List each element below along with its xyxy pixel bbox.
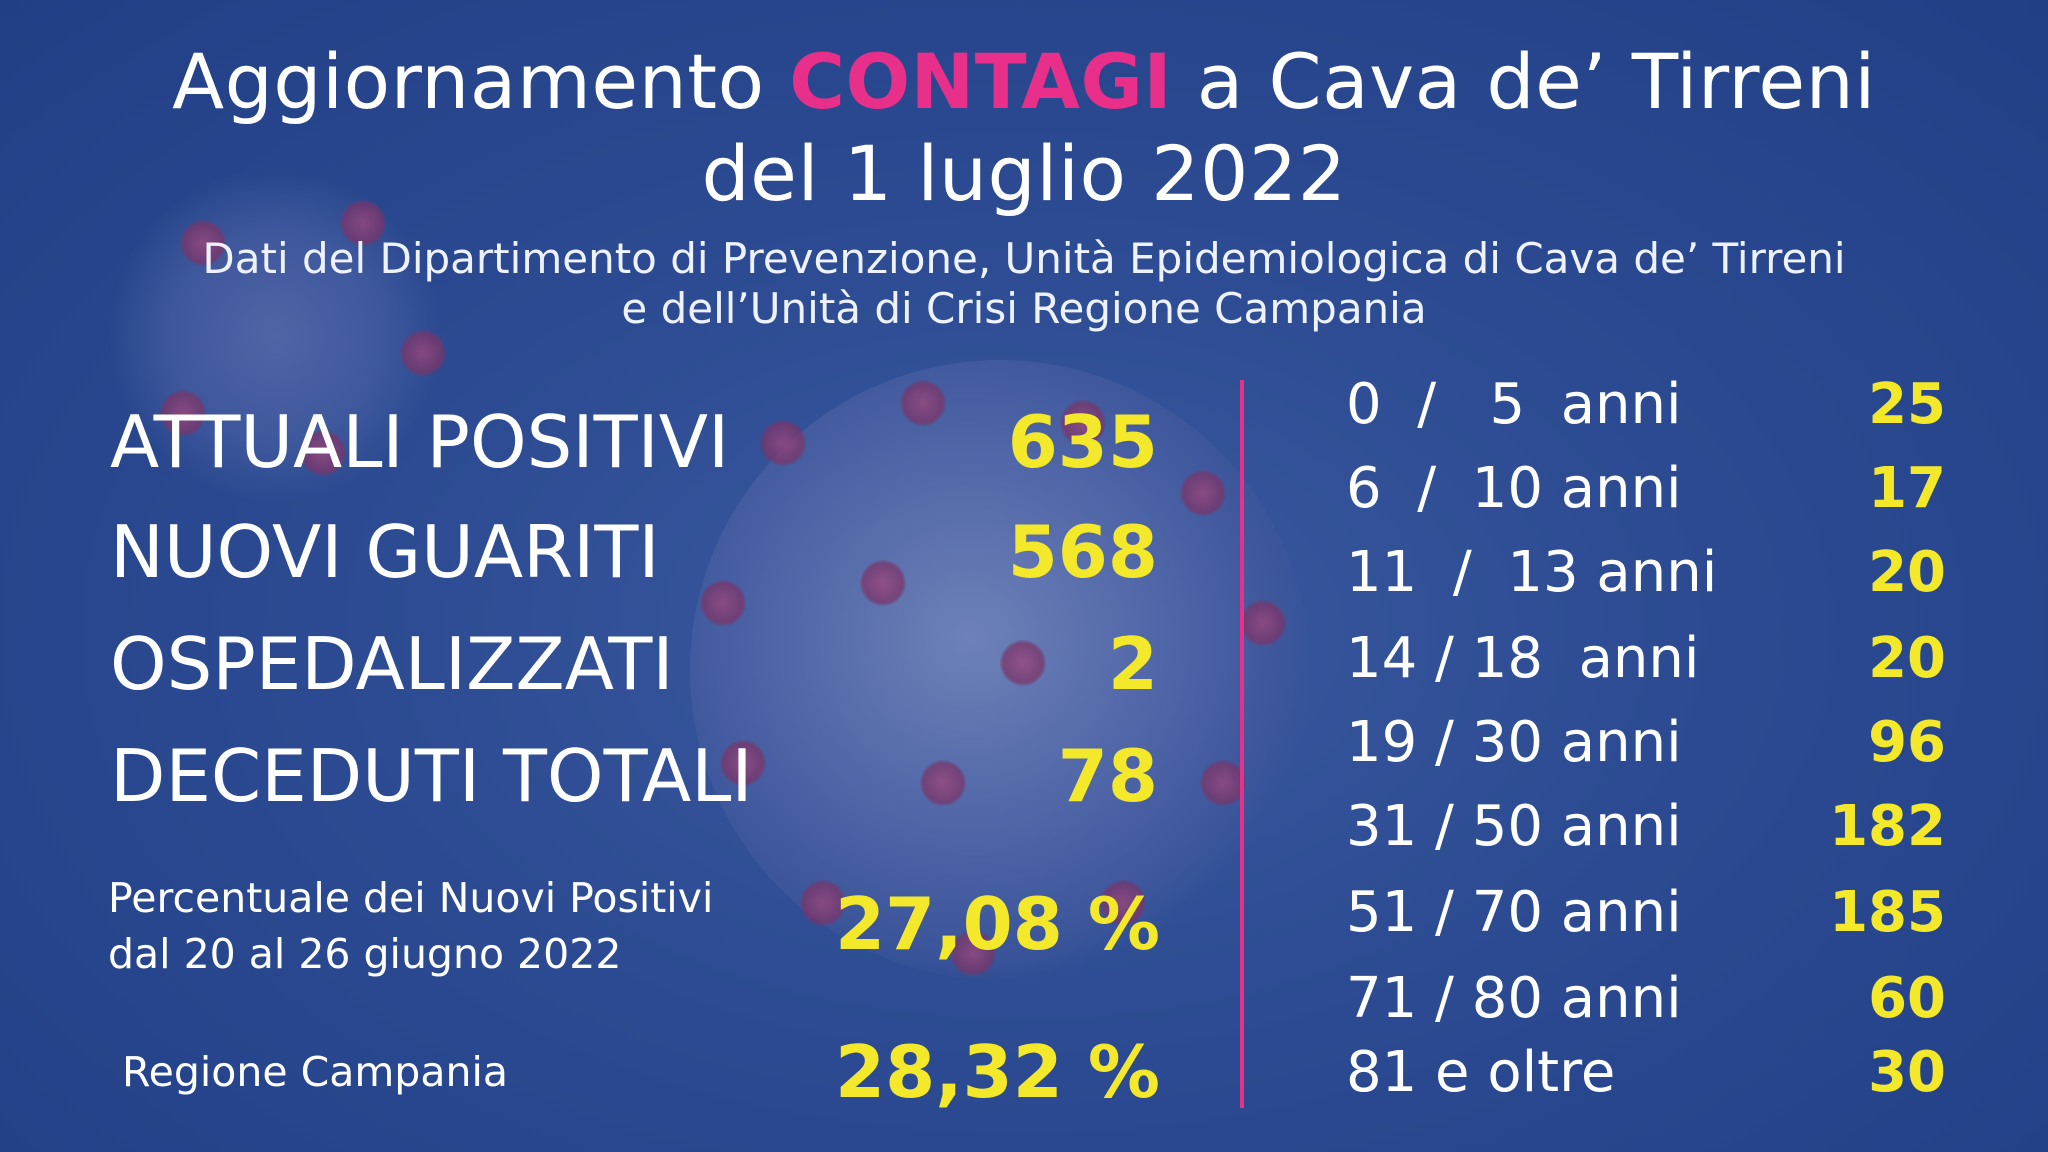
region-label: Regione Campania — [122, 1048, 508, 1096]
stat-label-deceduti-totali: DECEDUTI TOTALI — [110, 734, 753, 818]
age-value: 17 — [1868, 456, 1946, 521]
stat-value-ospedalizzati: 2 — [1107, 622, 1158, 706]
age-row: 14 / 18 anni 20 — [1346, 624, 1946, 694]
subtitle-line-1: Dati del Dipartimento di Prevenzione, Un… — [202, 234, 1846, 283]
age-row: 6 / 10 anni 17 — [1346, 454, 1946, 524]
age-row: 81 e oltre 30 — [1346, 1038, 1946, 1108]
percent-label-line-2: dal 20 al 26 giugno 2022 — [108, 930, 622, 978]
age-value: 20 — [1868, 540, 1946, 605]
age-row: 31 / 50 anni 182 — [1346, 792, 1946, 862]
region-value: 28,32 % — [835, 1030, 1160, 1114]
age-range: 71 / 80 anni — [1346, 966, 1682, 1031]
age-value: 182 — [1829, 794, 1946, 859]
vertical-divider — [1240, 380, 1244, 1108]
stat-label-ospedalizzati: OSPEDALIZZATI — [110, 622, 674, 706]
age-value: 96 — [1868, 710, 1946, 775]
title-accent: CONTAGI — [789, 37, 1173, 126]
stat-value-attuali-positivi: 635 — [1007, 400, 1158, 484]
stat-label-attuali-positivi: ATTUALI POSITIVI — [110, 400, 730, 484]
age-row: 19 / 30 anni 96 — [1346, 708, 1946, 778]
percent-label-line-1: Percentuale dei Nuovi Positivi — [108, 874, 714, 922]
age-range: 11 / 13 anni — [1346, 540, 1718, 605]
title-suffix: a Cava de’ Tirreni — [1172, 37, 1876, 126]
stat-value-nuovi-guariti: 568 — [1007, 510, 1158, 594]
age-value: 185 — [1829, 880, 1946, 945]
age-range: 0 / 5 anni — [1346, 372, 1682, 437]
title-date: del 1 luglio 2022 — [701, 129, 1347, 218]
age-range: 6 / 10 anni — [1346, 456, 1682, 521]
stat-label-nuovi-guariti: NUOVI GUARITI — [110, 510, 660, 594]
stat-value-deceduti-totali: 78 — [1057, 734, 1158, 818]
age-range: 14 / 18 anni — [1346, 626, 1700, 691]
age-value: 60 — [1868, 966, 1946, 1031]
age-row: 71 / 80 anni 60 — [1346, 964, 1946, 1034]
age-value: 30 — [1868, 1040, 1946, 1105]
age-row: 11 / 13 anni 20 — [1346, 538, 1946, 608]
percent-value: 27,08 % — [835, 882, 1160, 966]
age-range: 81 e oltre — [1346, 1040, 1616, 1105]
title-prefix: Aggiornamento — [172, 37, 790, 126]
age-value: 20 — [1868, 626, 1946, 691]
age-value: 25 — [1868, 372, 1946, 437]
age-range: 51 / 70 anni — [1346, 880, 1682, 945]
age-row: 51 / 70 anni 185 — [1346, 878, 1946, 948]
page-title: Aggiornamento CONTAGI a Cava de’ Tirreni — [0, 38, 2048, 126]
age-range: 31 / 50 anni — [1346, 794, 1682, 859]
age-range: 19 / 30 anni — [1346, 710, 1682, 775]
age-row: 0 / 5 anni 25 — [1346, 370, 1946, 440]
subtitle-line-2: e dell’Unità di Crisi Regione Campania — [621, 284, 1427, 333]
